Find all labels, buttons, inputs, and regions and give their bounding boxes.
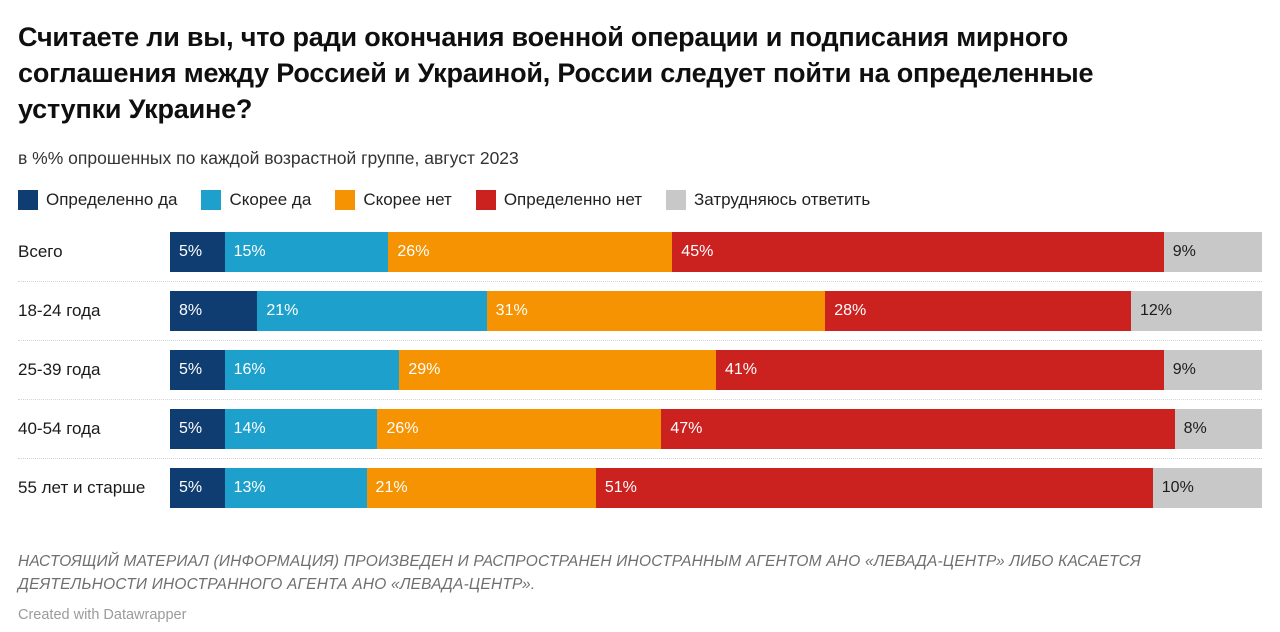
footer: НАСТОЯЩИЙ МАТЕРИАЛ (ИНФОРМАЦИЯ) ПРОИЗВЕД… [18, 550, 1262, 625]
bar-segment: 41% [715, 349, 1164, 390]
bar-segment: 5% [170, 408, 225, 449]
bar-segment: 5% [170, 231, 225, 272]
bar-value-label: 14% [233, 419, 266, 437]
legend-item: Определенно да [18, 189, 178, 210]
bar-value-label: 5% [179, 360, 203, 378]
bar-value-label: 5% [179, 419, 203, 437]
chart-row: 55 лет и старше 5% 13% 21% 51% 10% [18, 457, 1262, 517]
legend-swatch [18, 189, 38, 210]
bar-segment: 8% [1174, 408, 1262, 449]
legend-swatch [335, 189, 356, 210]
bar-segment: 9% [1163, 349, 1262, 390]
bar-value-label: 26% [386, 419, 419, 437]
bar-track: 8% 21% 31% 28% 12% [170, 290, 1262, 331]
foreign-agent-disclaimer: НАСТОЯЩИЙ МАТЕРИАЛ (ИНФОРМАЦИЯ) ПРОИЗВЕД… [18, 552, 1141, 593]
chart-row: 25-39 года 5% 16% 29% 41% 9% [18, 339, 1262, 399]
bar-value-label: 9% [1172, 360, 1196, 378]
legend-swatch [201, 189, 222, 210]
bar-segment: 12% [1130, 290, 1262, 331]
bar-value-label: 8% [179, 301, 203, 319]
bar-segment: 26% [377, 408, 662, 449]
bar-segment: 28% [825, 290, 1131, 331]
row-category-label: 25-39 года [18, 359, 101, 379]
stacked-bar-chart: Всего 5% 15% 26% 45% 9% 18-24 года 8% 21… [18, 223, 1262, 517]
bar-value-label: 31% [495, 301, 528, 319]
bar-segment: 21% [366, 467, 596, 508]
chart-row: 40-54 года 5% 14% 26% 47% 8% [18, 398, 1262, 458]
legend-label: Скорее нет [363, 189, 452, 209]
bar-value-label: 51% [604, 478, 637, 496]
bar-track: 5% 14% 26% 47% 8% [170, 408, 1262, 449]
bar-value-label: 45% [681, 242, 714, 260]
bar-value-label: 47% [670, 419, 703, 437]
bar-segment: 29% [399, 349, 716, 390]
legend-swatch [475, 189, 496, 210]
legend-label: Определенно нет [503, 189, 642, 209]
row-category-label: 18-24 года [18, 300, 101, 320]
bar-value-label: 21% [375, 478, 408, 496]
bar-value-label: 10% [1161, 478, 1194, 496]
bar-segment: 31% [486, 290, 826, 331]
datawrapper-attribution-link[interactable]: Created with Datawrapper [18, 607, 187, 624]
bar-segment: 15% [224, 231, 389, 272]
legend-label: Затрудняюсь ответить [694, 189, 871, 209]
bar-value-label: 28% [834, 301, 867, 319]
bar-value-label: 13% [233, 478, 266, 496]
bar-value-label: 8% [1183, 419, 1207, 437]
bar-track: 5% 15% 26% 45% 9% [170, 231, 1262, 272]
row-category-label: 55 лет и старше [18, 477, 146, 497]
legend-label: Определенно да [46, 189, 178, 209]
legend: Определенно да Скорее да Скорее нет Опре… [18, 189, 1262, 210]
legend-item: Определенно нет [475, 189, 642, 210]
row-category-label: 40-54 года [18, 418, 101, 438]
bar-segment: 9% [1163, 231, 1262, 272]
bar-value-label: 9% [1172, 242, 1196, 260]
bar-segment: 47% [661, 408, 1175, 449]
bar-segment: 5% [170, 349, 225, 390]
bar-segment: 8% [170, 290, 258, 331]
bar-value-label: 26% [397, 242, 430, 260]
bar-value-label: 5% [179, 242, 203, 260]
bar-value-label: 29% [408, 360, 441, 378]
chart-row: Всего 5% 15% 26% 45% 9% [18, 223, 1262, 281]
bar-track: 5% 16% 29% 41% 9% [170, 349, 1262, 390]
legend-item: Скорее нет [335, 189, 452, 210]
bar-segment: 16% [224, 349, 400, 390]
bar-value-label: 5% [179, 478, 203, 496]
bar-value-label: 41% [724, 360, 758, 378]
bar-value-label: 21% [266, 301, 299, 319]
bar-segment: 13% [224, 467, 367, 508]
legend-item: Затрудняюсь ответить [666, 189, 871, 210]
bar-segment: 14% [224, 408, 378, 449]
bar-segment: 10% [1152, 467, 1262, 508]
chart-subtitle: в %% опрошенных по каждой возрастной гру… [18, 147, 519, 168]
bar-value-label: 15% [233, 242, 266, 260]
bar-segment: 5% [170, 467, 225, 508]
bar-value-label: 16% [233, 360, 266, 378]
row-category-label: Всего [18, 241, 63, 261]
bar-segment: 45% [672, 231, 1164, 272]
bar-segment: 26% [388, 231, 673, 272]
bar-value-label: 12% [1139, 301, 1172, 319]
page-title: Считаете ли вы, что ради окончания военн… [18, 22, 1094, 124]
bar-segment: 21% [257, 290, 487, 331]
legend-item: Скорее да [201, 189, 312, 210]
legend-swatch [666, 189, 686, 210]
chart-row: 18-24 года 8% 21% 31% 28% 12% [18, 280, 1262, 340]
legend-label: Скорее да [229, 189, 312, 209]
bar-track: 5% 13% 21% 51% 10% [170, 467, 1262, 508]
bar-segment: 51% [595, 467, 1153, 508]
